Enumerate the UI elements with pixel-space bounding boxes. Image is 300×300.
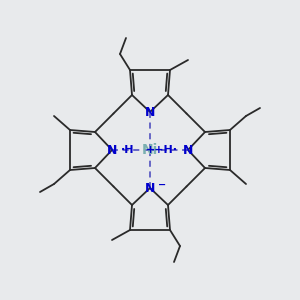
Text: ·H: ·H <box>121 145 134 155</box>
Text: −: − <box>158 180 166 190</box>
Text: N: N <box>107 143 117 157</box>
Text: N: N <box>145 182 155 194</box>
Text: N: N <box>145 106 155 118</box>
Text: Ni: Ni <box>142 143 158 157</box>
Text: N: N <box>183 143 193 157</box>
Text: ++H·: ++H· <box>146 145 178 155</box>
